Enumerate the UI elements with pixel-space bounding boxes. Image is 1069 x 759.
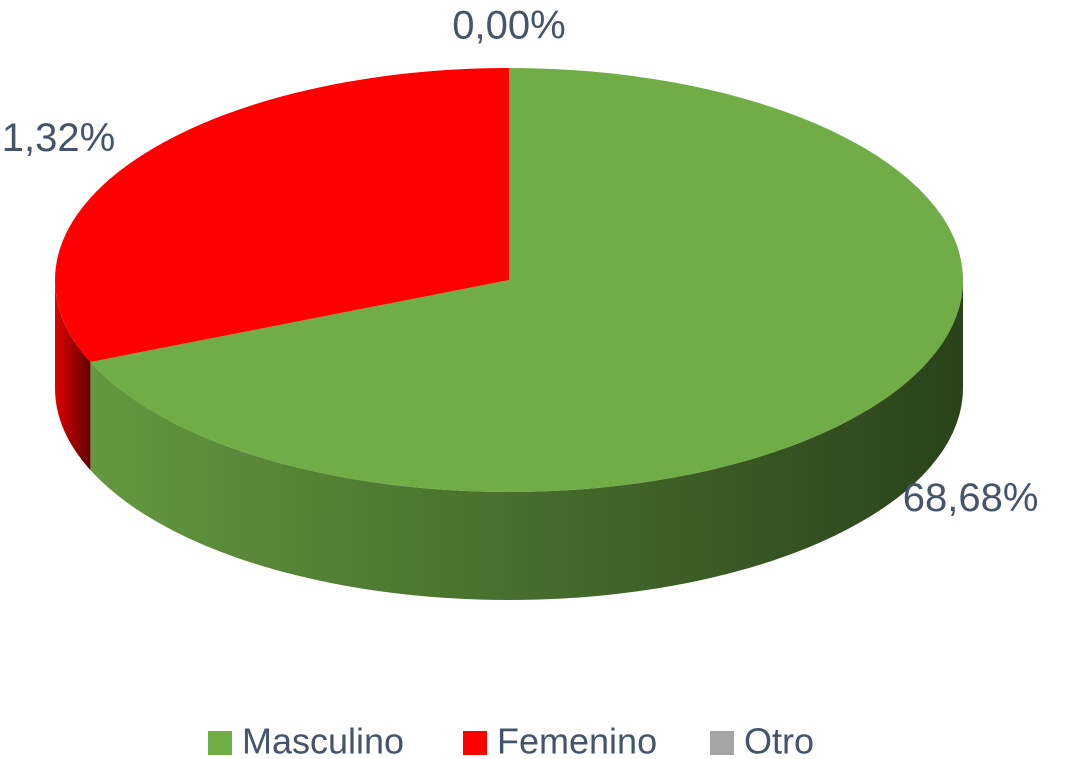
legend-swatch [208, 731, 232, 755]
slice-side-shade [90, 280, 963, 600]
data-label: 31,32% [0, 116, 115, 160]
legend-label: Masculino [242, 721, 404, 759]
legend-swatch [463, 731, 487, 755]
pie-tops [55, 68, 964, 492]
slice [90, 68, 964, 492]
data-labels: 68,68% 31,32% 0,00% [0, 4, 1038, 521]
legend: Masculino Femenino Otro [208, 721, 814, 759]
legend-label: Otro [744, 721, 814, 759]
legend-label: Femenino [497, 721, 657, 759]
data-label: 0,00% [452, 4, 565, 48]
data-label: 68,68% [903, 476, 1039, 520]
pie-sides [55, 280, 963, 600]
slice [55, 68, 509, 362]
slice-side-shade [55, 280, 91, 470]
legend-swatch [710, 731, 734, 755]
